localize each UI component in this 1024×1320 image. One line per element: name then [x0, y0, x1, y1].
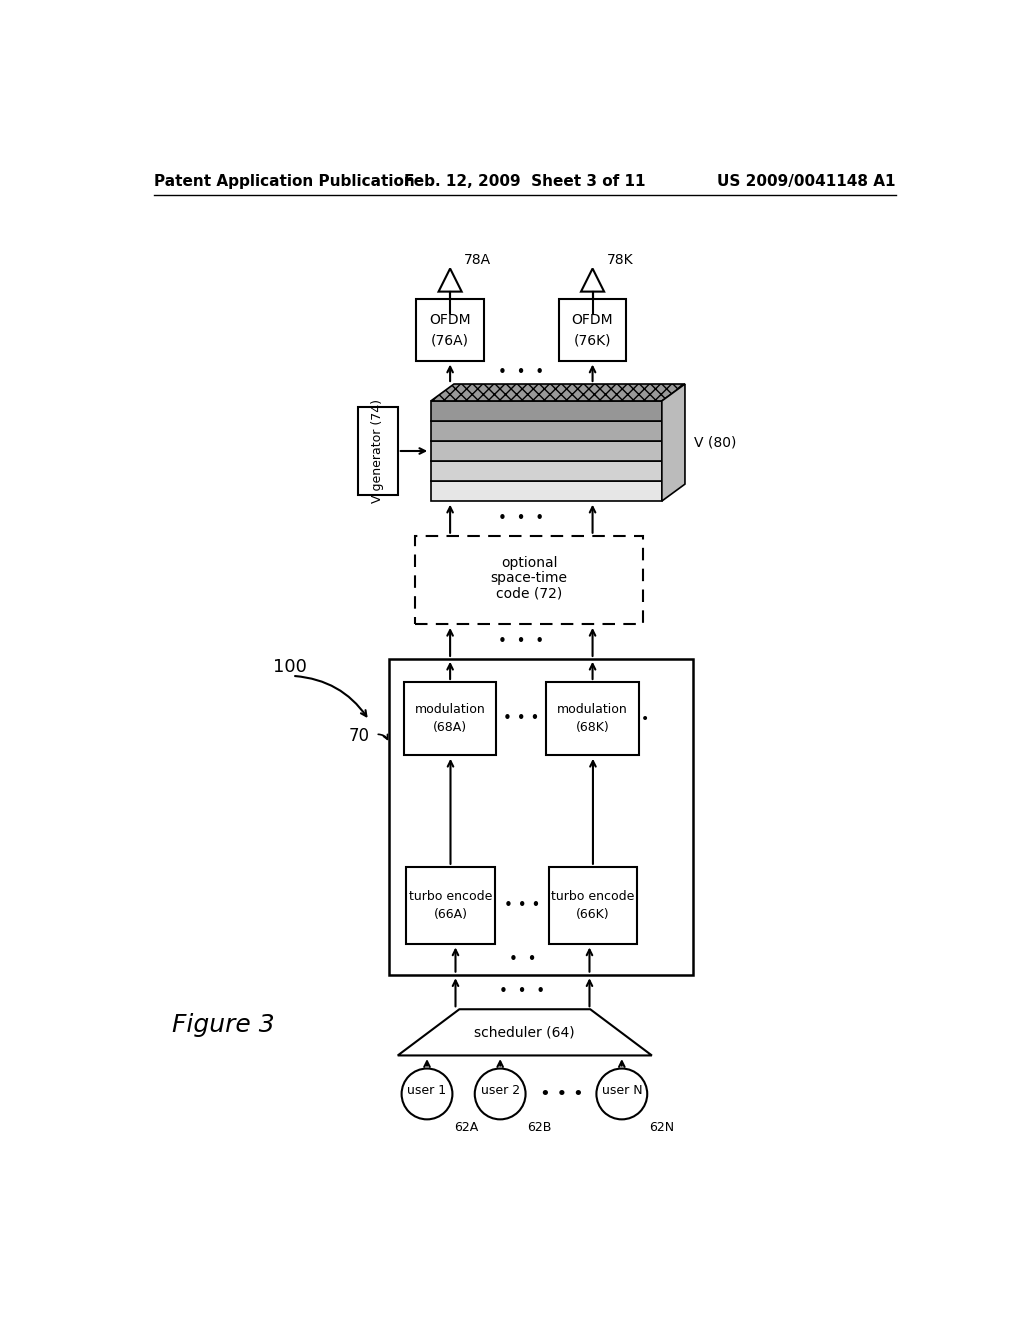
Text: code (72): code (72): [496, 587, 562, 601]
Text: modulation: modulation: [415, 702, 485, 715]
Text: Feb. 12, 2009  Sheet 3 of 11: Feb. 12, 2009 Sheet 3 of 11: [404, 174, 645, 189]
Text: modulation: modulation: [557, 702, 628, 715]
Bar: [547, 682, 639, 755]
Text: (68K): (68K): [575, 721, 609, 734]
Bar: [357, 407, 397, 495]
Text: •  •  •: • • •: [499, 364, 545, 380]
Text: user N: user N: [601, 1084, 642, 1097]
Text: user 1: user 1: [408, 1084, 446, 1097]
Text: (76K): (76K): [573, 333, 611, 347]
Text: 78A: 78A: [464, 253, 492, 267]
Text: •  •: • •: [509, 952, 537, 966]
Bar: [431, 401, 662, 421]
Text: user 2: user 2: [480, 1084, 520, 1097]
Text: V (80): V (80): [694, 436, 736, 450]
Text: (66K): (66K): [577, 908, 609, 921]
Text: OFDM: OFDM: [571, 313, 613, 327]
Text: OFDM: OFDM: [429, 313, 471, 327]
Text: • • •: • • •: [540, 1085, 584, 1104]
Bar: [416, 300, 484, 360]
Text: • • •: • • •: [504, 898, 540, 913]
Text: •: •: [641, 711, 649, 726]
Text: •  •  •: • • •: [499, 634, 545, 649]
Text: (68A): (68A): [433, 721, 467, 734]
Text: • • •: • • •: [503, 711, 540, 726]
Text: space-time: space-time: [490, 572, 567, 586]
Text: 78K: 78K: [606, 253, 633, 267]
Bar: [431, 461, 662, 480]
Text: (76A): (76A): [431, 333, 469, 347]
Bar: [403, 682, 497, 755]
Polygon shape: [397, 1010, 652, 1056]
Text: Patent Application Publication: Patent Application Publication: [154, 174, 415, 189]
Polygon shape: [662, 384, 685, 502]
Bar: [559, 300, 627, 360]
Bar: [407, 867, 495, 944]
Text: turbo encode: turbo encode: [551, 890, 635, 903]
Text: US 2009/0041148 A1: US 2009/0041148 A1: [718, 174, 896, 189]
Bar: [431, 480, 662, 502]
Text: Figure 3: Figure 3: [172, 1012, 274, 1036]
Bar: [431, 441, 662, 461]
Text: •  •  •: • • •: [499, 511, 545, 525]
Polygon shape: [431, 384, 685, 401]
Bar: [416, 536, 643, 624]
Circle shape: [401, 1069, 453, 1119]
Text: 62B: 62B: [527, 1121, 552, 1134]
Text: turbo encode: turbo encode: [409, 890, 493, 903]
Text: 62A: 62A: [454, 1121, 478, 1134]
Bar: [388, 659, 692, 974]
Circle shape: [475, 1069, 525, 1119]
Text: 62N: 62N: [649, 1121, 674, 1134]
Text: 70: 70: [348, 727, 370, 744]
Text: (66A): (66A): [433, 908, 468, 921]
Text: V generator (74): V generator (74): [372, 399, 384, 503]
Bar: [549, 867, 637, 944]
Text: scheduler (64): scheduler (64): [474, 1026, 575, 1039]
Text: 100: 100: [273, 657, 307, 676]
Text: optional: optional: [501, 556, 557, 570]
Bar: [431, 421, 662, 441]
Circle shape: [596, 1069, 647, 1119]
Text: •  •  •: • • •: [500, 985, 546, 999]
